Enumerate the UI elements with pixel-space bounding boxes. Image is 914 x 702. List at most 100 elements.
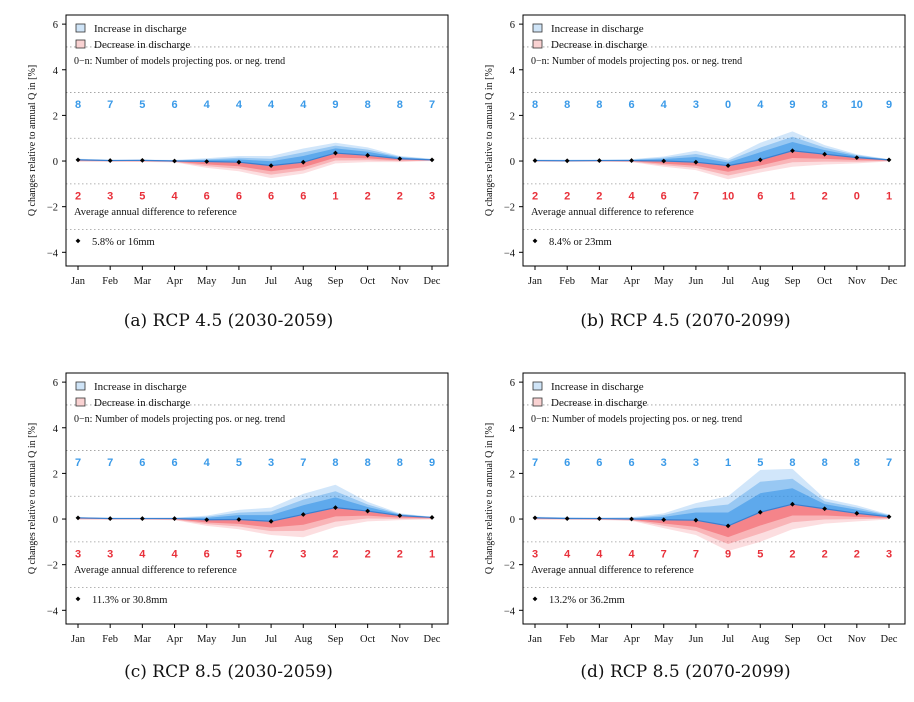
increase-count-label: 7 xyxy=(886,457,892,469)
decrease-band xyxy=(535,150,889,180)
x-tick-label: Apr xyxy=(623,634,640,645)
x-tick-label: Aug xyxy=(751,276,770,287)
y-axis-label: Q changes relative to annual Q in [%] xyxy=(484,65,495,216)
x-tick-label: Jan xyxy=(71,276,86,287)
increase-count-label: 6 xyxy=(171,457,177,469)
increase-count-label: 8 xyxy=(564,99,570,111)
decrease-band xyxy=(78,153,432,172)
median-point xyxy=(268,518,274,524)
legend-increase-swatch xyxy=(75,23,86,33)
x-tick-label: Jan xyxy=(528,634,543,645)
decrease-count-label: 1 xyxy=(332,190,338,202)
chart-a: 8 7 5 6 4 4 4 4 9 8 8 7 2 3 5 4 6 6 6 6 1 2 2 3 Increase in disc… xyxy=(27,14,449,287)
decrease-count-label: 2 xyxy=(596,190,602,202)
median-point xyxy=(204,159,210,164)
avg-value: 13.2% or 36.2mm xyxy=(549,595,625,606)
median-point xyxy=(429,157,435,163)
x-tick-label: Oct xyxy=(817,634,832,645)
median-point xyxy=(365,508,371,514)
avg-title: Average annual difference to reference xyxy=(531,565,694,576)
decrease-count-label: 6 xyxy=(661,190,667,202)
panel-c: 7 7 6 6 4 5 3 7 8 8 8 9 3 3 4 4 6 5 7 3 2 2 2 1 Increase in disc… xyxy=(0,358,457,702)
median-point xyxy=(564,516,570,521)
x-tick-label: Feb xyxy=(559,634,575,645)
y-tick-label: 2 xyxy=(53,469,58,480)
median-point xyxy=(107,516,113,521)
x-tick-label: Apr xyxy=(166,634,183,645)
decrease-count-label: 6 xyxy=(757,190,763,202)
x-tick-label: Nov xyxy=(848,634,867,645)
decrease-count-label: 5 xyxy=(236,548,242,560)
decrease-count-label: 4 xyxy=(628,548,635,560)
x-tick-label: Jun xyxy=(689,276,704,287)
legend-count-note: 0−n: Number of models projecting pos. or… xyxy=(531,414,742,425)
x-tick-label: Sep xyxy=(785,634,801,645)
plot-frame xyxy=(522,372,906,625)
x-tick-label: Oct xyxy=(360,634,375,645)
decrease-count-label: 4 xyxy=(564,548,571,560)
increase-count-label: 4 xyxy=(204,457,211,469)
avg-marker xyxy=(532,238,538,244)
increase-count-label: 4 xyxy=(757,99,764,111)
x-tick-label: May xyxy=(654,276,674,287)
x-tick-label: Aug xyxy=(751,634,770,645)
increase-count-label: 4 xyxy=(204,99,211,111)
decrease-count-label: 1 xyxy=(429,548,435,560)
increase-count-label: 4 xyxy=(300,99,307,111)
y-tick-label: 0 xyxy=(53,515,58,526)
decrease-band xyxy=(78,507,432,538)
decrease-count-label: 2 xyxy=(854,548,860,560)
decrease-count-label: 3 xyxy=(107,190,113,202)
increase-band xyxy=(78,142,432,166)
decrease-count-label: 7 xyxy=(693,190,699,202)
increase-count-label: 5 xyxy=(757,457,763,469)
increase-count-label: 8 xyxy=(789,457,795,469)
median-point xyxy=(790,148,795,154)
median-point xyxy=(300,159,306,165)
median-point xyxy=(790,501,795,507)
median-point xyxy=(822,506,828,512)
caption-a: (a) RCP 4.5 (2030-2059) xyxy=(123,311,334,331)
median-point xyxy=(886,157,892,163)
increase-count-label: 1 xyxy=(725,457,731,469)
median-point xyxy=(397,156,403,162)
y-tick-label: 2 xyxy=(510,469,515,480)
increase-count-label: 7 xyxy=(107,99,113,111)
median-point xyxy=(693,517,699,523)
x-tick-label: Jan xyxy=(528,276,543,287)
median-point xyxy=(564,158,570,164)
y-tick-label: −4 xyxy=(47,606,59,617)
increase-count-label: 6 xyxy=(628,457,634,469)
decrease-count-label: 1 xyxy=(789,190,795,202)
decrease-count-label: 3 xyxy=(429,190,435,202)
median-point xyxy=(661,517,667,523)
increase-count-label: 8 xyxy=(596,99,602,111)
increase-count-label: 9 xyxy=(886,99,892,111)
increase-count-label: 3 xyxy=(661,457,667,469)
increase-count-label: 5 xyxy=(139,99,145,111)
increase-count-label: 5 xyxy=(236,457,242,469)
decrease-count-label: 2 xyxy=(822,190,828,202)
decrease-count-label: 4 xyxy=(171,190,178,202)
plot-frame xyxy=(65,14,449,267)
legend-decrease-label: Decrease in discharge xyxy=(94,397,190,409)
median-point xyxy=(333,505,338,511)
y-tick-label: 0 xyxy=(510,157,515,168)
x-tick-label: Oct xyxy=(360,276,375,287)
decrease-count-label: 3 xyxy=(107,548,113,560)
increase-count-label: 3 xyxy=(693,99,699,111)
decrease-count-label: 6 xyxy=(236,190,242,202)
legend-count-note: 0−n: Number of models projecting pos. or… xyxy=(74,56,285,67)
decrease-count-label: 10 xyxy=(722,190,734,202)
avg-title: Average annual difference to reference xyxy=(531,207,694,218)
increase-count-label: 8 xyxy=(397,99,403,111)
decrease-count-label: 2 xyxy=(365,190,371,202)
decrease-count-label: 2 xyxy=(365,548,371,560)
decrease-band xyxy=(535,504,889,551)
increase-count-label: 9 xyxy=(429,457,435,469)
x-tick-label: Jul xyxy=(265,634,277,645)
median-line xyxy=(534,150,890,167)
median-point xyxy=(629,158,634,163)
decrease-count-label: 1 xyxy=(886,190,892,202)
increase-count-label: 7 xyxy=(532,457,538,469)
